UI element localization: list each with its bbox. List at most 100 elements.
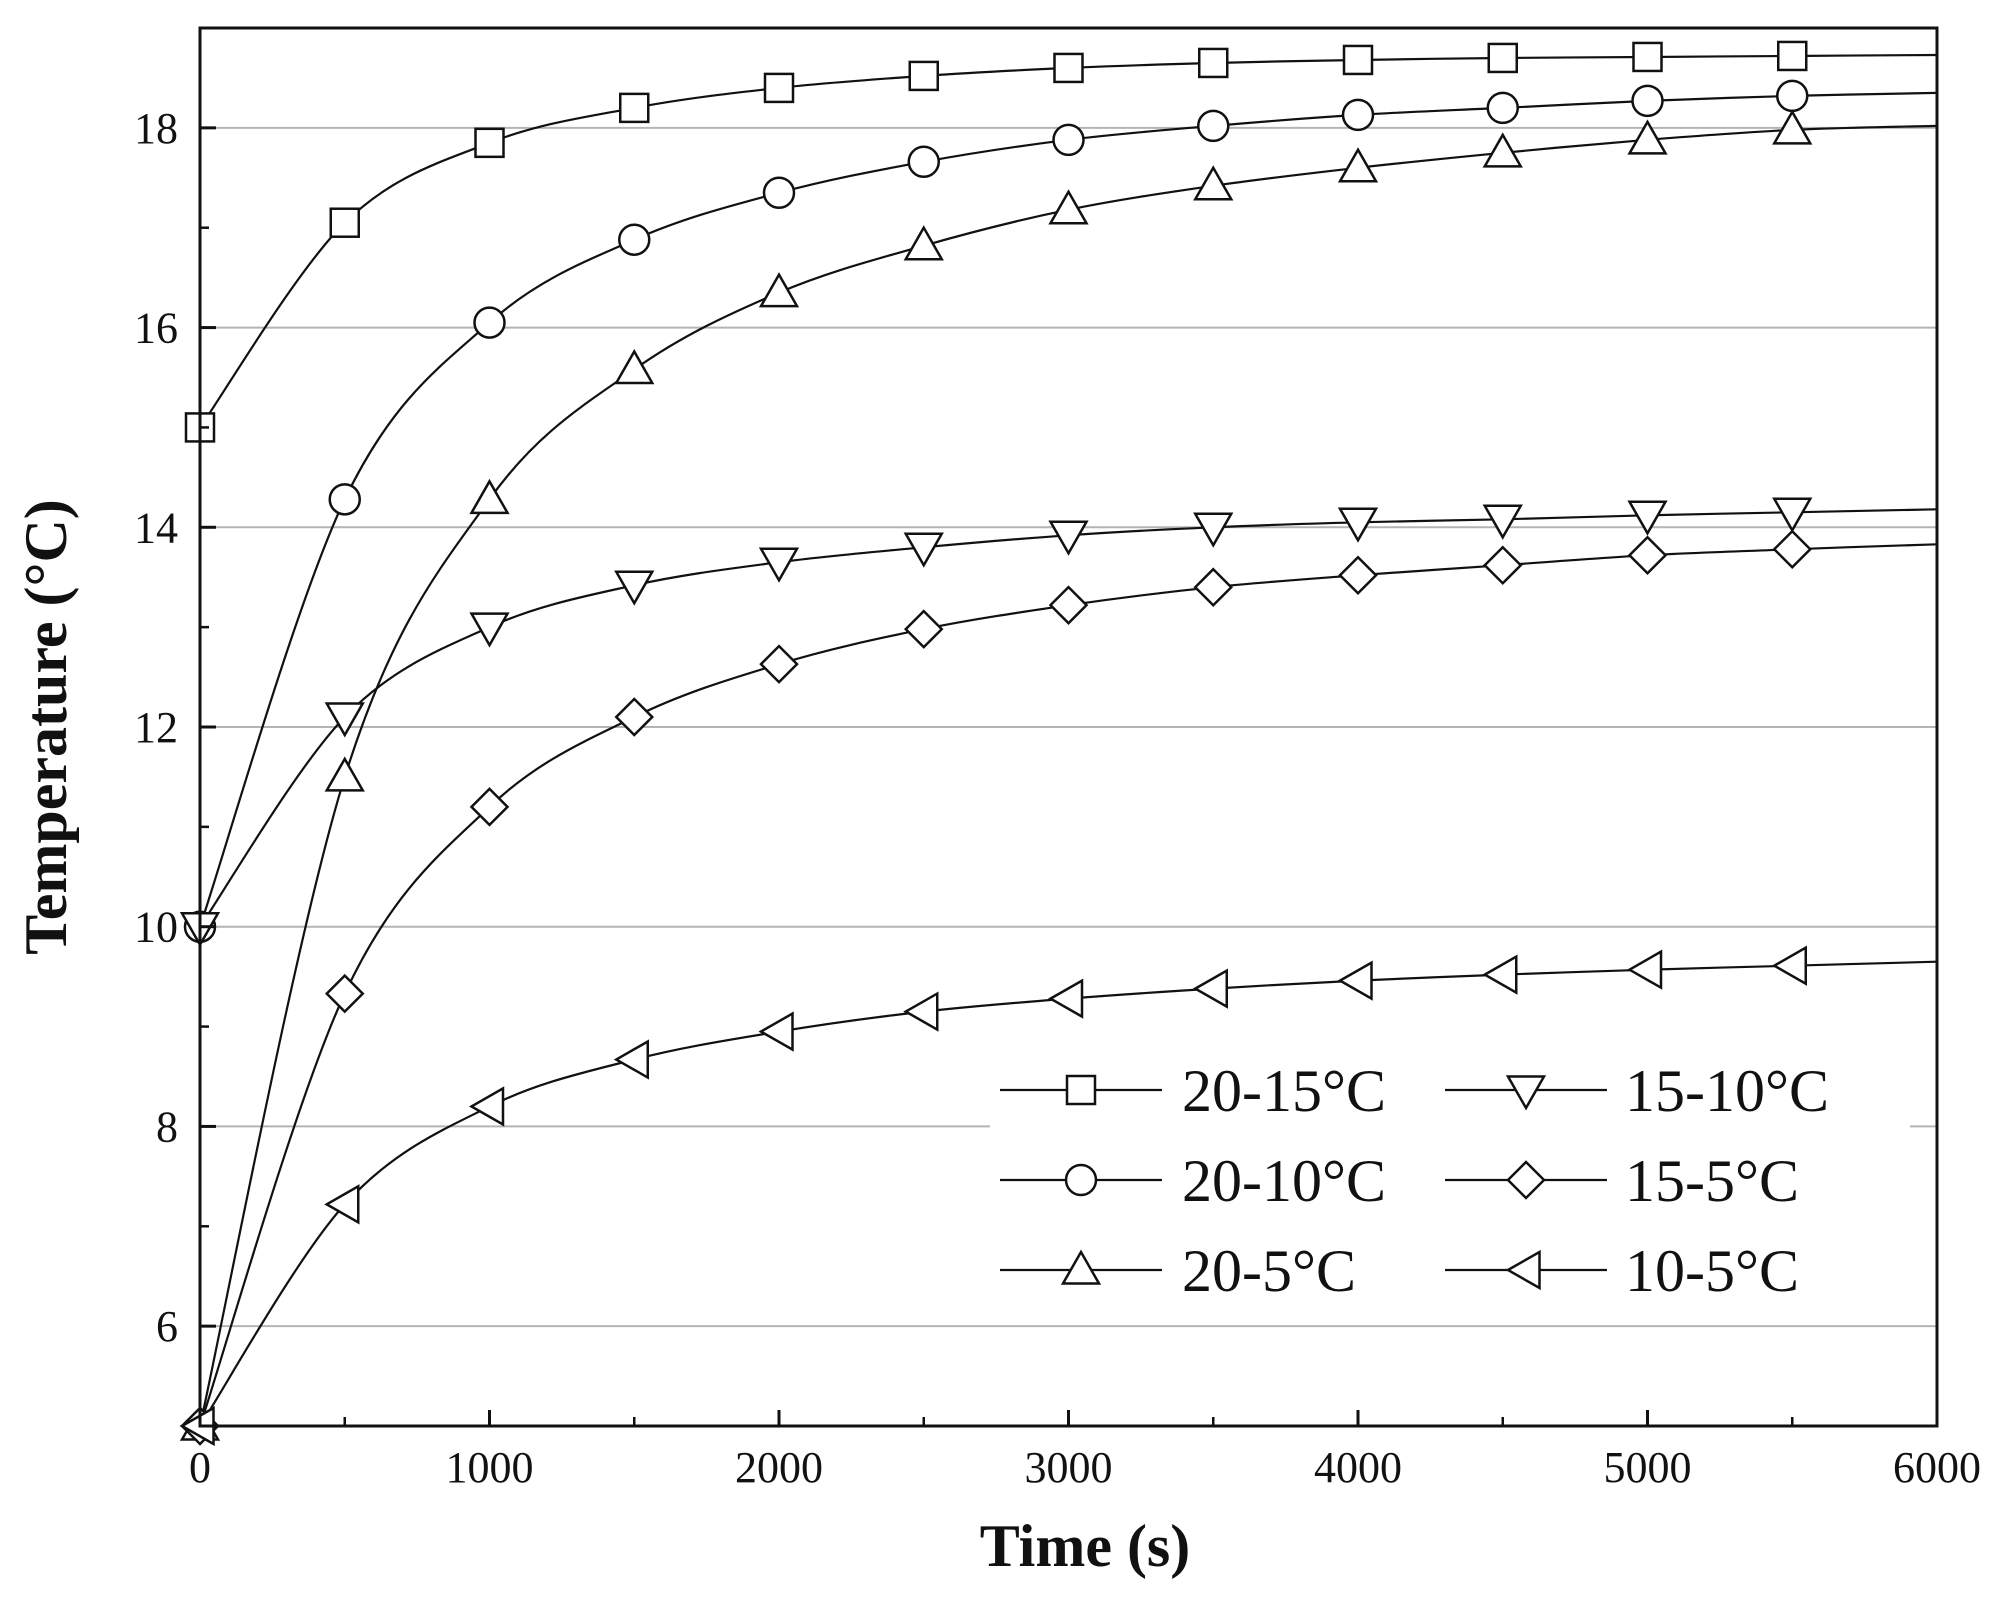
data-point xyxy=(473,306,506,339)
data-point xyxy=(1626,949,1663,990)
legend: 20-15°C 20-10°C 20-5°C 15-10°C 15-5°C 10-5°C xyxy=(1000,1058,1829,1304)
data-point xyxy=(1048,520,1089,556)
y-tick-label: 18 xyxy=(134,104,178,153)
data-point xyxy=(1772,497,1813,533)
data-point xyxy=(758,547,800,583)
data-point xyxy=(763,72,795,104)
series-layer xyxy=(179,40,1938,1447)
legend-marker xyxy=(1060,1249,1102,1285)
series-15-5°C xyxy=(180,529,1938,1446)
data-point xyxy=(1047,978,1084,1019)
data-point xyxy=(1048,189,1089,225)
data-point xyxy=(1482,504,1523,540)
y-axis-title: Temperature (°C) xyxy=(13,499,79,955)
data-point xyxy=(1198,47,1229,79)
data-point xyxy=(1337,960,1373,1001)
data-point xyxy=(324,973,365,1014)
data-point xyxy=(614,570,655,606)
data-point xyxy=(1338,555,1378,595)
data-point xyxy=(1771,945,1807,986)
legend-label: 15-10°C xyxy=(1625,1058,1829,1124)
data-point xyxy=(1772,109,1813,145)
series-20-15°C xyxy=(184,40,1938,443)
y-tick-label: 16 xyxy=(134,304,178,353)
data-point xyxy=(762,176,796,210)
legend-item: 20-15°C xyxy=(1000,1058,1386,1124)
data-point xyxy=(1772,529,1813,570)
legend-item: 10-5°C xyxy=(1445,1238,1799,1304)
data-point xyxy=(1193,165,1234,201)
legend-marker xyxy=(1506,1160,1546,1200)
data-point xyxy=(1192,968,1228,1009)
data-point xyxy=(468,1086,505,1127)
x-tick-label: 1000 xyxy=(446,1443,534,1492)
data-point xyxy=(907,145,940,179)
legend-marker xyxy=(1065,1074,1097,1106)
data-point xyxy=(469,787,510,827)
data-point xyxy=(474,127,505,159)
data-point xyxy=(613,1039,649,1080)
x-tick-label: 2000 xyxy=(735,1443,823,1492)
data-point xyxy=(619,92,650,124)
data-point xyxy=(1486,91,1519,125)
data-point xyxy=(908,60,939,92)
x-axis-title: Time (s) xyxy=(980,1513,1191,1579)
legend-marker xyxy=(1505,1249,1541,1291)
legend-item: 20-5°C xyxy=(1000,1238,1356,1304)
x-tick-label: 3000 xyxy=(1025,1443,1113,1492)
data-point xyxy=(758,272,800,308)
data-point xyxy=(1627,535,1668,576)
data-point xyxy=(903,532,944,568)
legend-item: 15-10°C xyxy=(1445,1058,1829,1124)
legend-label: 20-5°C xyxy=(1182,1238,1356,1304)
data-point xyxy=(469,612,510,648)
legend-label: 20-15°C xyxy=(1182,1058,1386,1124)
data-point xyxy=(614,348,655,385)
data-point xyxy=(324,756,365,792)
data-point xyxy=(1193,512,1234,548)
legend-item: 20-10°C xyxy=(1000,1148,1386,1214)
data-point xyxy=(1337,147,1379,183)
x-tick-label: 6000 xyxy=(1893,1443,1981,1492)
data-point xyxy=(1048,585,1089,625)
legend-label: 10-5°C xyxy=(1625,1238,1799,1304)
x-tick-label: 0 xyxy=(189,1443,211,1492)
series-line xyxy=(199,508,1938,928)
data-point xyxy=(903,609,944,649)
data-point xyxy=(1482,545,1523,585)
data-point xyxy=(1197,109,1230,143)
data-point xyxy=(329,207,360,238)
data-point xyxy=(1482,132,1523,168)
data-point xyxy=(618,223,651,256)
data-point xyxy=(324,702,365,738)
data-point xyxy=(324,1184,360,1225)
axis-ticks: 0 1000 2000 3000 4000 5000 6000 6 8 10 12 14 16 18 xyxy=(134,26,1981,1492)
data-point xyxy=(1776,79,1809,113)
data-point xyxy=(1631,84,1664,118)
legend-label: 20-10°C xyxy=(1182,1148,1386,1214)
legend-marker xyxy=(1064,1163,1098,1197)
data-point xyxy=(759,644,799,684)
legend-label: 15-5°C xyxy=(1625,1148,1799,1214)
data-point xyxy=(903,225,944,261)
series-10-5°C xyxy=(179,945,1938,1447)
data-point xyxy=(758,1011,794,1052)
data-point xyxy=(1777,40,1808,72)
data-point xyxy=(328,483,361,516)
series-line xyxy=(198,124,1938,1427)
y-tick-label: 6 xyxy=(156,1302,178,1351)
data-point xyxy=(1487,42,1518,74)
data-point xyxy=(1632,41,1663,73)
data-point xyxy=(1052,123,1085,157)
y-tick-label: 12 xyxy=(134,703,178,752)
data-point xyxy=(1053,52,1084,84)
data-point xyxy=(1337,507,1379,543)
data-point xyxy=(1193,567,1234,607)
x-tick-label: 4000 xyxy=(1314,1443,1402,1492)
y-tick-label: 14 xyxy=(134,503,178,552)
x-tick-label: 5000 xyxy=(1604,1443,1692,1492)
data-point xyxy=(1342,44,1374,76)
data-point xyxy=(903,991,939,1032)
legend-marker xyxy=(1505,1075,1547,1111)
